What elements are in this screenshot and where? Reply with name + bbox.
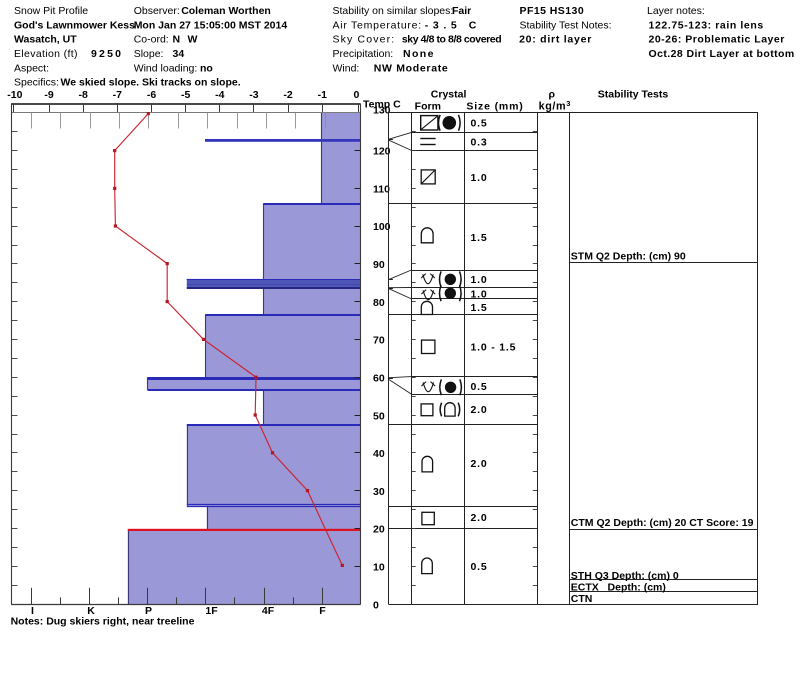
svg-text:I: I [31,605,34,617]
svg-text:no: no [200,62,213,74]
svg-text:2.0: 2.0 [471,458,488,470]
svg-text:Temp C: Temp C [363,99,401,111]
svg-text:0.5: 0.5 [471,561,488,573]
svg-text:2.0: 2.0 [471,512,488,524]
svg-text:STM Q2 Depth: (cm) 90: STM Q2 Depth: (cm) 90 [571,251,686,263]
svg-text:-7: -7 [113,89,122,101]
svg-text:Stability Tests: Stability Tests [598,89,669,101]
svg-text:0.3: 0.3 [471,137,488,149]
svg-text:Specifics:: Specifics: [14,77,59,89]
svg-text:Form: Form [415,101,441,113]
svg-text:1.5: 1.5 [471,232,488,244]
svg-text:2.0: 2.0 [471,404,488,416]
svg-text:110: 110 [373,183,390,195]
svg-text:-1: -1 [318,89,327,101]
svg-text:Wind:: Wind: [333,62,360,74]
svg-text:Precipitation:: Precipitation: [333,48,394,60]
svg-text:Sky Cover:: Sky Cover: [333,34,396,46]
svg-text:122.75-123: rain lens: 122.75-123: rain lens [649,19,764,31]
svg-text:60: 60 [373,372,385,384]
svg-text:-6: -6 [147,89,156,101]
svg-text:-3: -3 [249,89,258,101]
svg-text:1.0: 1.0 [471,172,488,184]
svg-text:Mon Jan 27 15:05:00 MST 2014: Mon Jan 27 15:05:00 MST 2014 [134,19,288,31]
svg-text:We skied slope. Ski tracks on: We skied slope. Ski tracks on slope. [61,77,241,89]
svg-text:W: W [188,34,198,46]
svg-text:34: 34 [173,48,185,60]
svg-text:PF15 HS130: PF15 HS130 [520,5,585,17]
svg-text:9250: 9250 [91,48,123,60]
svg-text:-4: -4 [215,89,224,101]
svg-text:-2: -2 [283,89,292,101]
svg-text:-8: -8 [79,89,88,101]
svg-text:Crystal: Crystal [431,89,467,101]
svg-text:1.0 - 1.5: 1.0 - 1.5 [471,341,517,353]
svg-text:-10: -10 [7,89,22,101]
svg-text:100: 100 [373,221,391,233]
svg-text:Size (mm): Size (mm) [466,101,523,113]
svg-text:Snow Pit Profile: Snow Pit Profile [14,5,88,17]
svg-text:CTM Q2 Depth: (cm) 20 CT Score: CTM Q2 Depth: (cm) 20 CT Score: 19 [571,517,754,529]
svg-text:Stability Test Notes:: Stability Test Notes: [520,19,612,31]
svg-text:Slope:: Slope: [134,48,164,60]
svg-text:F: F [319,605,326,617]
svg-text:20-26: Problematic Layer: 20-26: Problematic Layer [649,34,785,46]
svg-text:NW Moderate: NW Moderate [374,62,449,74]
svg-text:Fair: Fair [452,5,471,17]
svg-text:CTN: CTN [571,593,593,605]
svg-text:Aspect:: Aspect: [14,62,49,74]
svg-text:50: 50 [373,410,385,422]
svg-text:Co-ord:: Co-ord: [134,34,169,46]
svg-text:120: 120 [373,146,391,158]
svg-text:-9: -9 [44,89,53,101]
svg-text:God's Lawnmower Kess: God's Lawnmower Kess [14,19,135,31]
svg-text:40: 40 [373,448,385,460]
svg-text:130: 130 [373,104,391,116]
svg-text:Elevation (ft): Elevation (ft) [14,48,78,60]
svg-text:0.5: 0.5 [471,381,488,393]
svg-text:4F: 4F [262,605,275,617]
svg-text:Wasatch, UT: Wasatch, UT [14,34,77,46]
svg-text:N: N [173,34,181,46]
svg-text:kg/m3: kg/m3 [539,99,571,113]
svg-text:Notes: Dug skiers right, near: Notes: Dug skiers right, near treeline [11,616,195,628]
svg-text:20: 20 [373,524,385,536]
svg-text:STH Q3 Depth: (cm) 0: STH Q3 Depth: (cm) 0 [571,570,679,582]
svg-text:80: 80 [373,297,385,309]
svg-text:70: 70 [373,335,385,347]
svg-text:0: 0 [353,89,359,101]
svg-text:sky 4/8 to 8/8 covered: sky 4/8 to 8/8 covered [402,34,501,46]
svg-text:-3.5 C: -3.5 C [425,19,481,31]
svg-text:1.0: 1.0 [471,288,488,300]
svg-text:ECTX Depth: (cm): ECTX Depth: (cm) [571,581,666,593]
svg-text:None: None [403,48,435,60]
svg-text:20: dirt layer: 20: dirt layer [519,34,592,46]
svg-text:K: K [87,605,95,617]
svg-text:1.5: 1.5 [471,302,488,314]
svg-text:1.0: 1.0 [471,274,488,286]
svg-text:P: P [145,605,152,617]
svg-text:30: 30 [373,486,385,498]
svg-text:Layer notes:: Layer notes: [647,5,705,17]
svg-text:ρ: ρ [548,89,555,101]
svg-text:0.5: 0.5 [471,118,488,130]
svg-text:Stability on similar slopes:: Stability on similar slopes: [333,5,454,17]
svg-text:10: 10 [373,561,385,573]
svg-text:Wind loading:: Wind loading: [134,62,198,74]
svg-text:90: 90 [373,259,385,271]
svg-text:Air Temperature:: Air Temperature: [333,19,422,31]
svg-text:Coleman Worthen: Coleman Worthen [181,5,271,17]
svg-text:Oct.28 Dirt Layer at bottom: Oct.28 Dirt Layer at bottom [649,48,795,60]
svg-text:1F: 1F [205,605,218,617]
svg-text:0: 0 [373,599,379,611]
svg-text:-5: -5 [181,89,190,101]
svg-text:Observer:: Observer: [134,5,180,17]
